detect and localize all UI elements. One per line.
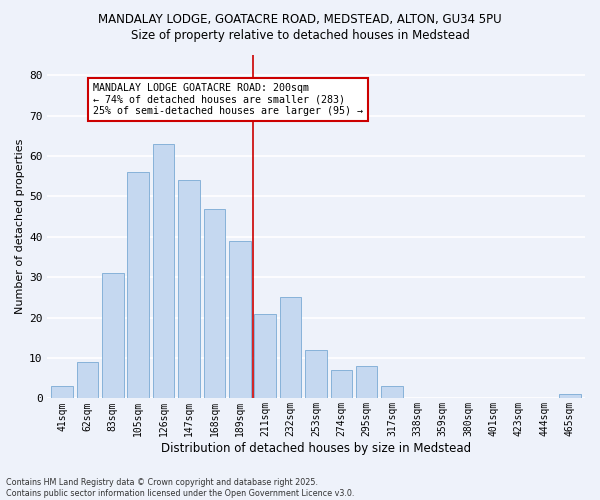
Bar [127,172,149,398]
Bar [153,144,175,399]
Bar [102,273,124,398]
Bar [381,386,403,398]
Bar [331,370,352,398]
Bar [305,350,327,399]
Bar [559,394,581,398]
Text: Size of property relative to detached houses in Medstead: Size of property relative to detached ho… [131,29,469,42]
Bar [77,362,98,399]
Bar [254,314,276,398]
Bar [280,298,301,398]
Bar [178,180,200,398]
Text: MANDALAY LODGE, GOATACRE ROAD, MEDSTEAD, ALTON, GU34 5PU: MANDALAY LODGE, GOATACRE ROAD, MEDSTEAD,… [98,12,502,26]
Bar [229,241,251,398]
Bar [51,386,73,398]
Text: Contains HM Land Registry data © Crown copyright and database right 2025.
Contai: Contains HM Land Registry data © Crown c… [6,478,355,498]
Bar [203,208,225,398]
Y-axis label: Number of detached properties: Number of detached properties [15,139,25,314]
Text: MANDALAY LODGE GOATACRE ROAD: 200sqm
← 74% of detached houses are smaller (283)
: MANDALAY LODGE GOATACRE ROAD: 200sqm ← 7… [92,84,362,116]
Bar [356,366,377,398]
X-axis label: Distribution of detached houses by size in Medstead: Distribution of detached houses by size … [161,442,471,455]
